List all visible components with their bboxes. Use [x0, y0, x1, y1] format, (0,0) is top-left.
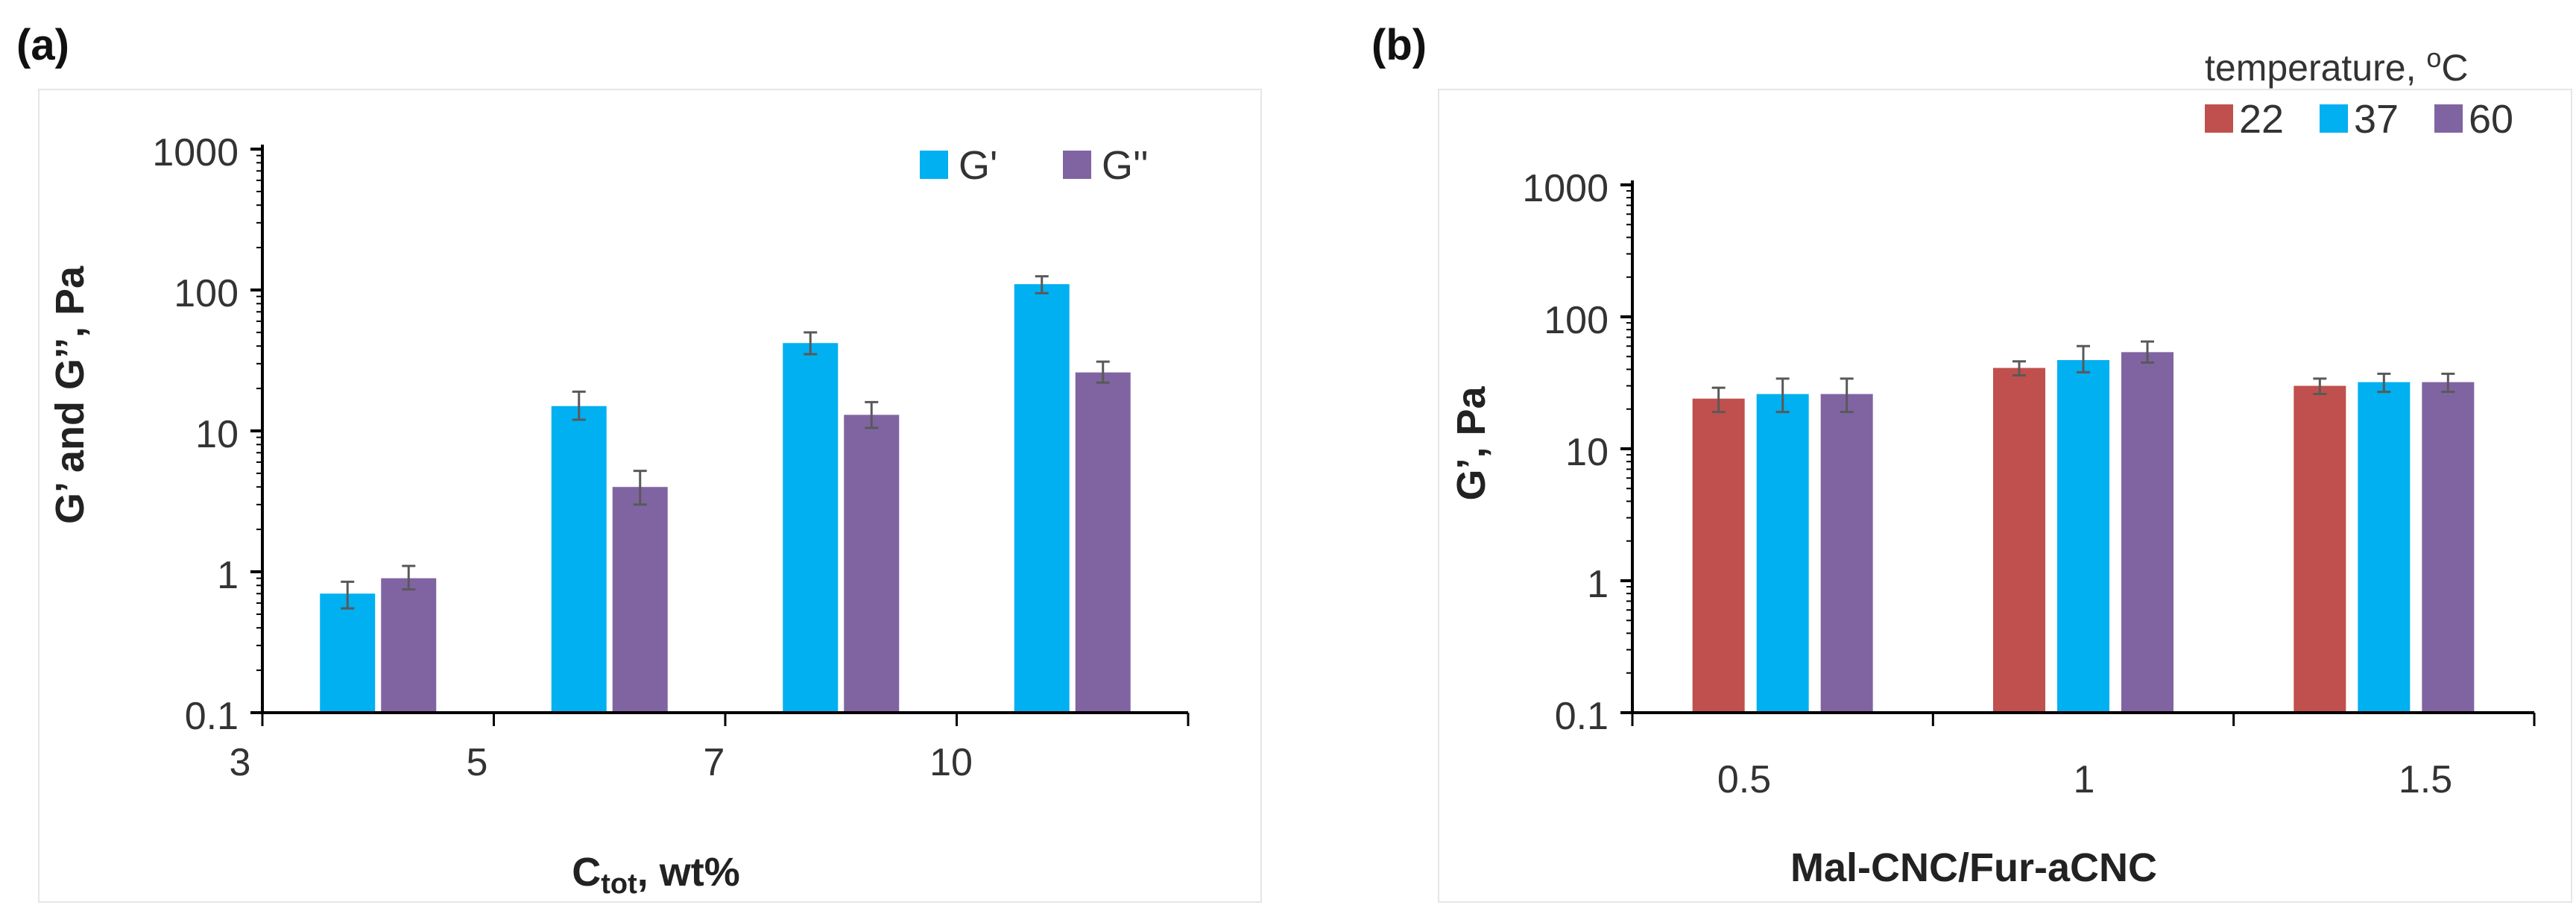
x-tick-label-a-3: 10 [929, 741, 973, 784]
chart-b-axes [1620, 180, 2536, 726]
legend-b-title: temperature, oC [2205, 42, 2469, 89]
bar-b-2-2 [2422, 382, 2475, 713]
bar-a-1-0 [551, 406, 607, 713]
x-tick-label-b-2: 1.5 [2399, 758, 2452, 801]
panel-label-a: (a) [16, 21, 69, 69]
y-tick-label-a-0: 0.1 [185, 695, 239, 738]
bar-a-2-0 [783, 343, 839, 713]
legend-b-swatch-2 [2434, 104, 2463, 133]
y-axis-label-b: G’, Pa [1449, 386, 1494, 501]
chart-a-bars [320, 275, 1131, 713]
bar-b-1-1 [2057, 360, 2109, 713]
chart-a-frame [38, 89, 1262, 903]
legend-b-swatch-1 [2320, 104, 2348, 133]
bar-a-2-1 [844, 414, 900, 713]
legend-b-title-sup: o [2426, 42, 2441, 73]
chart-b-ticks: 0.5 1 1.5 0.1 1 10 100 1000 [1522, 167, 2452, 801]
legend-a-label-1: G'' [1102, 143, 1149, 188]
chart-b: (b) G’, Pa Mal-CNC/Fur-aCNC 0.5 1 1.5 0.… [1371, 21, 2572, 903]
bar-b-1-2 [2121, 352, 2174, 713]
chart-a: (a) G’ and G’’, Pa Ctot, wt% 3 5 7 10 0.… [16, 21, 1262, 903]
x-tick-label-a-2: 7 [704, 741, 725, 784]
bar-a-3-1 [1075, 372, 1131, 713]
y-tick-label-b-2: 10 [1565, 431, 1609, 474]
panel-label-b: (b) [1371, 21, 1427, 69]
y-tick-label-b-0: 0.1 [1555, 695, 1609, 738]
y-axis-label-a: G’ and G’’, Pa [48, 265, 92, 524]
bar-a-0-1 [381, 578, 437, 713]
x-axis-label-a-main: C [572, 850, 601, 895]
bar-b-2-0 [2294, 385, 2346, 713]
chart-a-axes [250, 145, 1190, 726]
y-tick-label-a-4: 1000 [152, 131, 239, 174]
x-axis-label-a-suffix: , wt% [637, 850, 740, 895]
y-tick-label-b-1: 1 [1587, 563, 1609, 606]
legend-b-title-suffix: C [2441, 47, 2468, 89]
x-tick-label-a-0: 3 [230, 741, 251, 784]
x-tick-label-a-1: 5 [467, 741, 488, 784]
x-tick-label-b-1: 1 [2074, 758, 2095, 801]
bar-b-0-2 [1820, 394, 1873, 713]
legend-a: G' G'' [920, 143, 1149, 188]
bar-b-0-1 [1756, 394, 1809, 713]
bar-a-3-0 [1014, 284, 1070, 713]
bar-a-1-1 [612, 487, 668, 713]
legend-b-label-1: 37 [2354, 97, 2399, 142]
chart-a-ticks: 3 5 7 10 0.1 1 10 100 1000 [152, 131, 973, 784]
y-tick-label-a-3: 100 [174, 272, 239, 315]
x-axis-label-a-sub: tot [601, 868, 637, 900]
legend-b-label-0: 22 [2239, 97, 2284, 142]
x-tick-label-b-0: 0.5 [1717, 758, 1771, 801]
legend-a-swatch-1 [1063, 151, 1091, 179]
legend-a-label-0: G' [959, 143, 997, 188]
legend-a-swatch-0 [920, 151, 948, 179]
x-axis-label-a: Ctot, wt% [572, 850, 740, 900]
legend-b-title-main: temperature, [2205, 47, 2426, 89]
bar-b-0-0 [1692, 398, 1745, 713]
y-tick-label-a-1: 1 [217, 554, 239, 597]
chart-b-frame [1438, 89, 2572, 903]
legend-b-label-2: 60 [2469, 97, 2513, 142]
bar-b-1-0 [1993, 368, 2045, 713]
y-tick-label-b-3: 100 [1544, 299, 1609, 342]
y-tick-label-a-2: 10 [195, 413, 239, 456]
bar-b-2-1 [2358, 382, 2411, 713]
x-axis-label-b: Mal-CNC/Fur-aCNC [1790, 845, 2157, 890]
legend-b: temperature, oC 22 37 60 [2205, 42, 2513, 142]
chart-b-bars [1692, 340, 2475, 713]
bar-a-0-0 [320, 593, 376, 713]
legend-b-swatch-0 [2205, 104, 2233, 133]
y-tick-label-b-4: 1000 [1522, 167, 1609, 210]
